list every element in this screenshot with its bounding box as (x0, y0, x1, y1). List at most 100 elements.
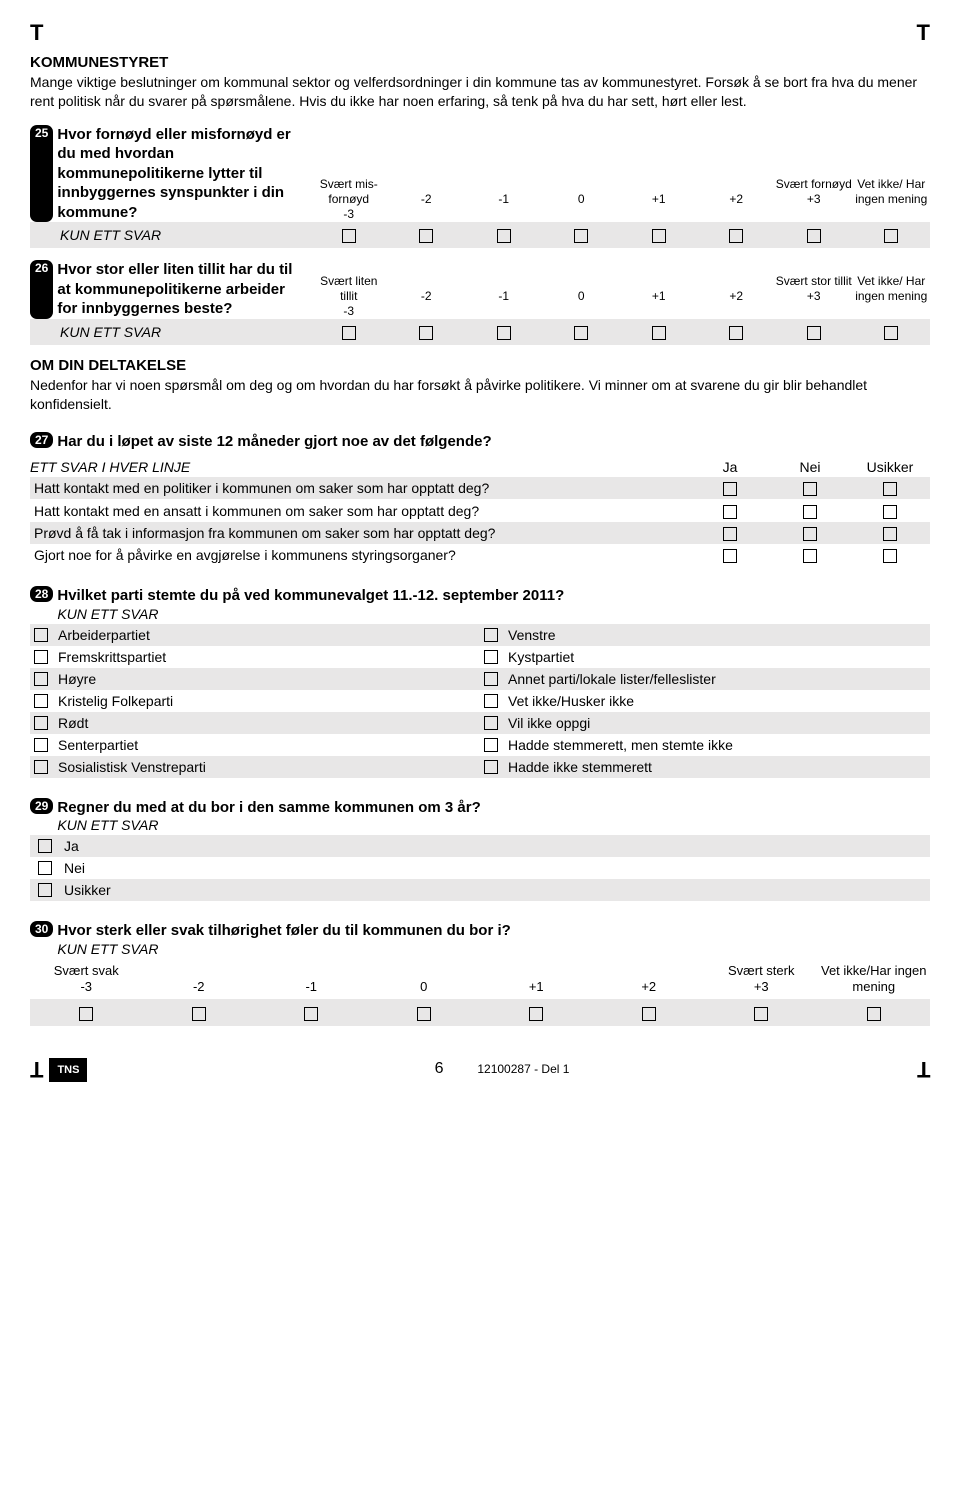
checkbox[interactable] (34, 650, 48, 664)
checkbox[interactable] (484, 694, 498, 708)
answer-row: KUN ETT SVAR (30, 319, 930, 345)
checkbox[interactable] (34, 760, 48, 774)
checkbox[interactable] (723, 549, 737, 563)
checkbox[interactable] (484, 716, 498, 730)
answer-row (30, 999, 930, 1025)
question-number: 25 (30, 125, 53, 223)
checkbox[interactable] (574, 229, 588, 243)
option-label: Hadde stemmerett, men stemte ikke (508, 737, 733, 753)
checkbox[interactable] (723, 482, 737, 496)
checkbox[interactable] (807, 326, 821, 340)
checkbox[interactable] (729, 229, 743, 243)
checkbox[interactable] (497, 326, 511, 340)
checkbox[interactable] (484, 738, 498, 752)
option-label: Kystpartiet (508, 649, 574, 665)
checkbox[interactable] (884, 229, 898, 243)
checkbox[interactable] (807, 229, 821, 243)
col-header: Ja (690, 459, 770, 475)
checkbox[interactable] (883, 527, 897, 541)
checkbox[interactable] (79, 1007, 93, 1021)
option-label: Senterpartiet (58, 737, 138, 753)
checkbox[interactable] (883, 482, 897, 496)
checkbox[interactable] (419, 326, 433, 340)
checkbox[interactable] (192, 1007, 206, 1021)
section-intro: Mange viktige beslutninger om kommunal s… (30, 73, 930, 111)
hint: KUN ETT SVAR (57, 941, 510, 957)
checkbox[interactable] (34, 628, 48, 642)
checkbox[interactable] (884, 326, 898, 340)
option-label: Venstre (508, 627, 555, 643)
page-number: 6 (435, 1060, 444, 1077)
checkbox[interactable] (34, 694, 48, 708)
row-label: Hatt kontakt med en ansatt i kommunen om… (34, 503, 690, 519)
question-text: Hvilket parti stemte du på ved kommuneva… (57, 586, 564, 606)
checkbox[interactable] (342, 229, 356, 243)
answer-row: KUN ETT SVAR (30, 222, 930, 248)
question-number: 30 (30, 921, 53, 937)
row-label: Gjort noe for å påvirke en avgjørelse i … (34, 547, 690, 563)
section-intro: Nedenfor har vi noen spørsmål om deg og … (30, 376, 930, 414)
checkbox[interactable] (642, 1007, 656, 1021)
checkbox[interactable] (484, 628, 498, 642)
checkbox[interactable] (803, 527, 817, 541)
checkbox[interactable] (38, 861, 52, 875)
checkbox[interactable] (484, 760, 498, 774)
checkbox[interactable] (867, 1007, 881, 1021)
checkbox[interactable] (729, 326, 743, 340)
scale-na-label: Vet ikke/ Har ingen mening (853, 274, 931, 319)
checkbox[interactable] (803, 482, 817, 496)
checkbox[interactable] (652, 229, 666, 243)
section-title: KOMMUNESTYRET (30, 54, 930, 71)
checkbox[interactable] (574, 326, 588, 340)
checkbox[interactable] (304, 1007, 318, 1021)
footer: T TNS 6 12100287 - Del 1 T (30, 1056, 930, 1082)
checkbox[interactable] (484, 672, 498, 686)
crop-mark: T (30, 20, 43, 46)
checkbox[interactable] (484, 650, 498, 664)
checkbox[interactable] (883, 549, 897, 563)
scale-header: Svært liten tillit-3 -2 -1 0 +1 +2 Svært… (310, 274, 930, 319)
question-number: 28 (30, 586, 53, 602)
checkbox[interactable] (803, 549, 817, 563)
checkbox[interactable] (754, 1007, 768, 1021)
question-30: 30 Hvor sterk eller svak tilhørighet føl… (30, 921, 930, 1025)
option-label: Sosialistisk Venstreparti (58, 759, 206, 775)
option-row: Annet parti/lokale lister/felleslister (480, 668, 930, 690)
checkbox[interactable] (34, 716, 48, 730)
option-label: Arbeiderpartiet (58, 627, 150, 643)
checkbox[interactable] (419, 229, 433, 243)
option-label: Vil ikke oppgi (508, 715, 590, 731)
checkbox[interactable] (34, 738, 48, 752)
hint: KUN ETT SVAR (57, 606, 564, 622)
question-text: Hvor sterk eller svak tilhørighet føler … (57, 921, 510, 941)
section-title: OM DIN DELTAKELSE (30, 357, 930, 374)
option-row: Hadde stemmerett, men stemte ikke (480, 734, 930, 756)
question-number: 27 (30, 432, 53, 448)
checkbox[interactable] (342, 326, 356, 340)
option-row: Høyre (30, 668, 480, 690)
col-header: Nei (770, 459, 850, 475)
option-row: Vil ikke oppgi (480, 712, 930, 734)
hint: KUN ETT SVAR (57, 817, 480, 833)
checkbox[interactable] (803, 505, 817, 519)
checkbox[interactable] (723, 527, 737, 541)
option-row: Fremskrittspartiet (30, 646, 480, 668)
tns-logo: TNS (49, 1058, 87, 1082)
scale-header: Svært mis- fornøyd-3 -2 -1 0 +1 +2 Svært… (310, 177, 930, 222)
checkbox[interactable] (38, 883, 52, 897)
checkbox[interactable] (723, 505, 737, 519)
col-header: Usikker (850, 459, 930, 475)
checkbox[interactable] (38, 839, 52, 853)
option-label: Usikker (64, 882, 111, 898)
checkbox[interactable] (652, 326, 666, 340)
checkbox[interactable] (34, 672, 48, 686)
scale-na-label: Vet ikke/ Har ingen mening (853, 177, 931, 222)
option-row: Vet ikke/Husker ikke (480, 690, 930, 712)
checkbox[interactable] (497, 229, 511, 243)
option-row: Hadde ikke stemmerett (480, 756, 930, 778)
hint: ETT SVAR I HVER LINJE (30, 459, 690, 475)
checkbox[interactable] (529, 1007, 543, 1021)
checkbox[interactable] (883, 505, 897, 519)
checkbox[interactable] (417, 1007, 431, 1021)
question-27: 27 Har du i løpet av siste 12 måneder gj… (30, 432, 930, 567)
